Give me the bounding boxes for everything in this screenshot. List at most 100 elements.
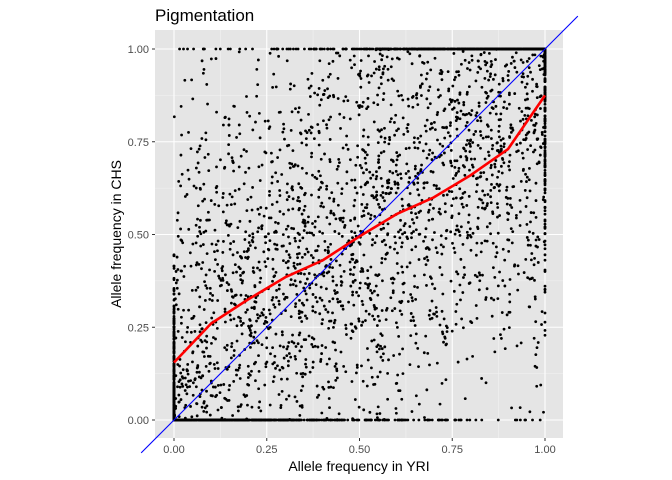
data-point: [502, 106, 505, 109]
data-point: [360, 202, 364, 206]
data-point: [370, 74, 373, 78]
data-point: [379, 227, 383, 231]
data-point: [379, 355, 383, 359]
data-point: [344, 370, 348, 374]
data-point: [373, 289, 376, 293]
data-point: [172, 386, 176, 390]
data-point: [458, 187, 462, 191]
data-point: [525, 47, 529, 51]
data-point: [181, 376, 185, 380]
data-point: [316, 215, 320, 219]
data-point: [543, 87, 547, 91]
data-point: [420, 94, 423, 97]
data-point: [389, 65, 393, 69]
data-point: [515, 70, 519, 74]
data-point: [212, 362, 216, 366]
data-point: [319, 357, 323, 361]
data-point: [248, 244, 252, 247]
data-point: [344, 143, 348, 147]
data-point: [441, 144, 445, 148]
data-point: [311, 305, 315, 309]
data-point: [319, 157, 323, 161]
data-point: [317, 87, 321, 90]
data-point: [198, 225, 201, 229]
data-point: [332, 321, 336, 325]
data-point: [450, 329, 454, 333]
data-point: [492, 77, 495, 81]
data-point: [517, 272, 520, 276]
data-point: [305, 247, 309, 251]
data-point: [215, 110, 218, 114]
data-point: [381, 67, 385, 71]
data-point: [477, 288, 481, 292]
data-point: [205, 252, 209, 256]
data-point: [455, 127, 459, 131]
data-point: [525, 180, 528, 183]
data-point: [543, 106, 547, 110]
data-point: [452, 289, 456, 293]
data-point: [365, 153, 369, 157]
data-point: [537, 160, 541, 164]
data-point: [309, 84, 313, 88]
data-point: [536, 261, 540, 264]
data-point: [236, 409, 240, 413]
data-point: [386, 78, 390, 82]
data-point: [290, 340, 294, 344]
data-point: [475, 190, 478, 194]
data-point: [396, 373, 400, 377]
data-point: [447, 190, 451, 193]
data-point: [303, 372, 307, 376]
data-point: [270, 160, 274, 164]
data-point: [470, 54, 474, 58]
data-point: [183, 376, 187, 380]
data-point: [386, 232, 390, 236]
data-point: [344, 327, 348, 330]
data-point: [441, 125, 445, 129]
x-axis: 0.00 0.25 0.50 0.75 1.00: [163, 438, 556, 456]
data-point: [327, 75, 330, 79]
data-point: [219, 278, 223, 282]
data-point: [299, 389, 303, 392]
data-point: [461, 291, 465, 294]
data-point: [311, 366, 315, 369]
data-point: [264, 316, 268, 319]
data-point: [287, 208, 290, 212]
data-point: [363, 206, 367, 209]
data-point: [416, 171, 420, 175]
data-point: [488, 51, 491, 55]
data-point: [221, 192, 225, 195]
data-point: [366, 143, 370, 147]
data-point: [353, 186, 357, 190]
data-point: [381, 279, 384, 283]
data-point: [412, 181, 415, 185]
data-point: [468, 227, 472, 231]
data-point: [267, 308, 271, 312]
data-point: [215, 184, 219, 188]
data-point: [375, 198, 379, 201]
data-point: [300, 301, 304, 305]
data-point: [257, 369, 261, 373]
data-point: [423, 257, 426, 260]
data-point: [291, 197, 295, 201]
data-point: [457, 166, 461, 170]
data-point: [378, 52, 382, 56]
data-point: [397, 230, 400, 234]
data-point: [543, 122, 547, 126]
data-point: [489, 137, 493, 140]
data-point: [383, 199, 386, 203]
data-point: [367, 47, 371, 51]
data-point: [505, 63, 509, 67]
data-point: [300, 255, 304, 259]
data-point: [538, 47, 542, 51]
data-point: [271, 346, 274, 350]
data-point: [357, 241, 361, 244]
data-point: [419, 134, 423, 138]
data-point: [435, 315, 439, 318]
data-point: [213, 367, 217, 370]
data-point: [413, 47, 417, 51]
data-point: [309, 47, 313, 51]
data-point: [331, 266, 334, 269]
data-point: [390, 309, 394, 313]
data-point: [433, 287, 437, 290]
data-point: [274, 229, 278, 233]
